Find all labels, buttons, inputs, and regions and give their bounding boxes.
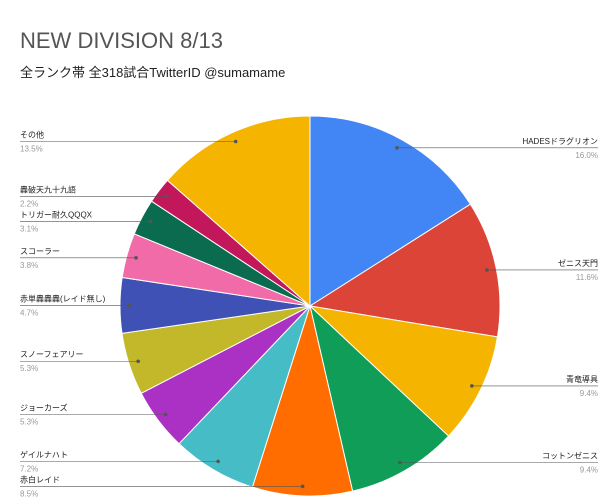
legend-label: HADESドラグリオン xyxy=(522,136,598,146)
value-label: 5.3% xyxy=(20,417,38,426)
legend-label: トリガー耐久QQQX xyxy=(20,210,93,220)
leader-dot xyxy=(233,139,238,144)
value-label: 3.8% xyxy=(20,261,38,270)
leader-dot xyxy=(485,268,489,272)
value-label: 8.5% xyxy=(20,489,38,498)
pie-slice xyxy=(308,305,499,437)
legend-label: ゼニス天門 xyxy=(558,258,598,268)
leader-dot xyxy=(300,484,305,489)
legend-label: ゲイルナハト xyxy=(20,449,68,459)
leader-dot xyxy=(164,194,169,199)
pie-slice xyxy=(251,304,354,497)
leader-dot xyxy=(136,359,140,364)
chart-subtitle: 全ランク帯 全318試合TwitterID @sumamame xyxy=(20,65,285,80)
legend-label: 青竜導具 xyxy=(566,374,598,384)
value-label: 2.2% xyxy=(20,199,38,208)
value-label: 13.5% xyxy=(20,144,43,153)
value-label: 16.0% xyxy=(575,151,598,160)
legend-label: 赤白レイド xyxy=(20,474,60,484)
legend-label: スノーフェアリー xyxy=(20,350,84,359)
leader-dot xyxy=(134,256,138,260)
leader-dot xyxy=(395,146,399,150)
leader-dot xyxy=(470,384,474,388)
pie-slice xyxy=(309,115,472,307)
chart-title: NEW DIVISION 8/13 xyxy=(20,28,223,53)
leader-dot xyxy=(398,460,402,465)
pie-slice xyxy=(166,115,311,308)
leader-dot xyxy=(216,459,220,464)
value-label: 9.4% xyxy=(580,389,598,398)
value-label: 5.3% xyxy=(20,364,38,373)
legend-label: コットンゼニス xyxy=(542,451,598,461)
legend-label: スコーラー xyxy=(20,247,60,256)
legend-label: 赤単轟轟轟(レイド無し) xyxy=(20,293,106,303)
value-label: 7.2% xyxy=(20,464,38,473)
value-label: 9.4% xyxy=(580,466,598,475)
leader-dot xyxy=(127,303,132,308)
value-label: 3.1% xyxy=(20,225,38,234)
pie-slice xyxy=(309,304,450,492)
value-label: 4.7% xyxy=(20,308,38,317)
leader-dot xyxy=(148,219,153,224)
leader-dot xyxy=(163,412,168,417)
legend-label: 轟破天九十九語 xyxy=(20,184,76,194)
legend-label: ジョーカーズ xyxy=(20,402,68,412)
value-label: 11.6% xyxy=(576,273,598,282)
pie-slice xyxy=(308,203,501,338)
legend-label: その他 xyxy=(20,129,44,139)
